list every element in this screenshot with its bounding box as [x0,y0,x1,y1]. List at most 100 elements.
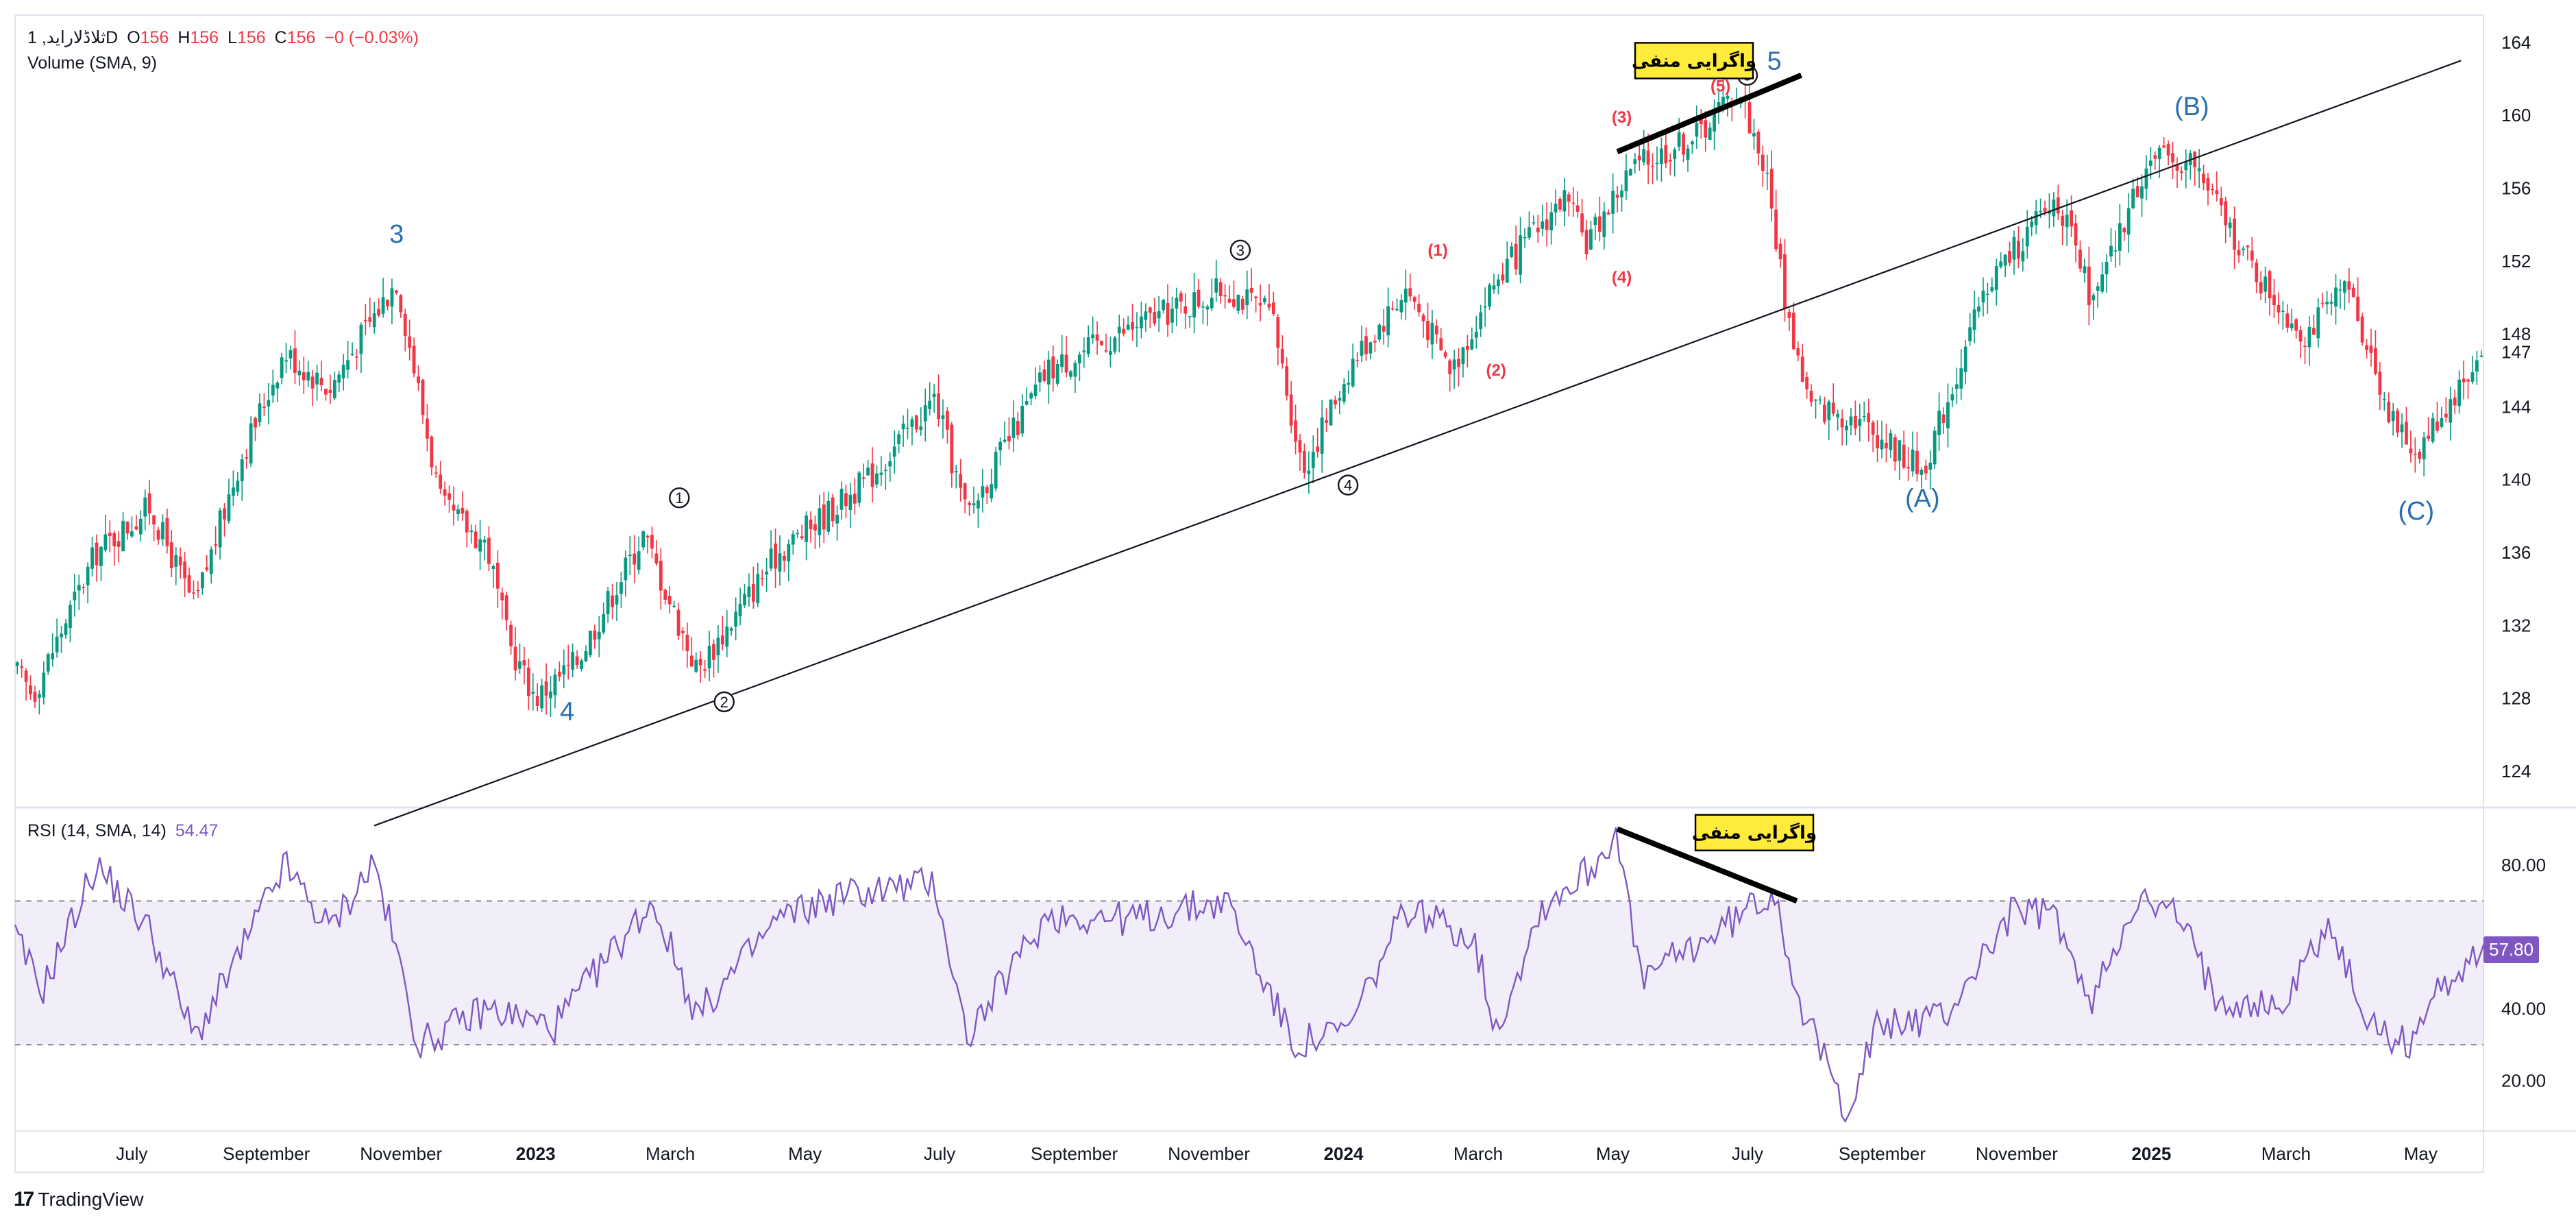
candle-body [1584,230,1588,254]
candle-body [1011,417,1016,438]
time-axis[interactable]: July September November 2023 March May July Sep… [116,1143,2438,1164]
candle-body [482,539,487,543]
candle-body [1791,313,1795,350]
time-tick-label: July [116,1143,147,1164]
candle-body [977,500,980,509]
candle-body [1919,470,1924,475]
candle-body [1227,298,1231,303]
rsi-legend[interactable]: RSI (14, SMA, 14) 54.47 [27,821,222,841]
candle-body [818,508,822,535]
candle-body [2444,413,2448,418]
candle-body [1214,278,1218,293]
candle-body [2219,197,2223,206]
candle-body [1562,190,1567,212]
price-axis[interactable]: 124 128 132 136 140 144 148 152 156 160 164 147 [2501,32,2531,781]
candle-body [2365,345,2368,350]
candle-body [1981,291,1985,303]
candle-body [1334,400,1337,405]
time-tick-label: 2023 [516,1143,556,1164]
candle-body [1783,254,1787,308]
time-tick-label: July [924,1143,955,1164]
rsi-pane[interactable]: واگرایی منفی [14,814,2485,1123]
candle-body [2175,165,2179,171]
candle-body [372,313,376,328]
wave-circle-marker [1229,239,1251,261]
divergence-annotation-box [1634,42,1754,80]
candle-body [1373,341,1377,343]
candle-body [1342,384,1346,402]
candle-body [165,518,169,546]
candle-body [1086,337,1090,354]
candle-body [1642,149,1646,162]
candle-body [2422,437,2426,459]
price-tick-label: 144 [2501,396,2531,417]
candle-body [1977,306,1980,312]
rsi-divergence-annotation-box [1694,814,1815,851]
high-value: 156 [190,28,219,47]
candle-body [399,295,403,313]
rsi-axis[interactable]: 20.00 40.00 80.00 [2501,855,2546,1091]
candle-body [245,457,249,459]
candle-body [421,380,425,415]
tradingview-footer[interactable]: 17 TradingView [14,1188,143,1211]
candle-body [77,585,81,591]
candle-body [2268,271,2272,299]
candle-body [1280,349,1284,364]
candle-body [659,560,663,591]
candle-body [681,631,685,633]
candle-body [1316,446,1320,452]
wave-circle-marker [669,487,690,509]
candle-body [544,681,548,696]
candle-body [1271,302,1275,315]
candle-body [791,533,795,545]
candle-body [945,411,949,430]
open-label: O [127,28,140,47]
time-tick-label: March [2261,1143,2311,1164]
candle-body [1898,440,1902,461]
candle-body [1501,274,1505,281]
candle-body [1417,304,1421,313]
candle-body [2405,422,2408,445]
candle-body [778,553,782,572]
candle-body [646,535,650,538]
candle-body [1320,417,1324,454]
candle-body [2105,261,2109,275]
candle-body [892,446,896,457]
candle-body [1474,331,1478,338]
candle-body [328,389,332,393]
candle-body [518,661,522,669]
candle-body [178,556,182,566]
rsi-tick-label: 20.00 [2501,1071,2546,1091]
high-label: H [177,28,191,47]
candle-body [1201,306,1205,308]
candle-body [99,546,103,566]
price-tick-label: 132 [2501,615,2531,635]
candle-body [2307,326,2311,348]
candle-body [1664,145,1668,164]
candle-body [1915,450,1919,474]
candle-body [315,372,319,385]
candle-body [209,549,213,574]
candle-body [2228,222,2232,228]
candle-body [1963,346,1967,372]
symbol-label[interactable]: 1 ,ثلاڈلار‌ایدD [27,28,119,47]
candle-body [597,631,601,640]
candle-body [1461,347,1465,365]
candle-body [734,611,738,627]
candle-body [1382,326,1386,332]
candle-body [240,459,244,482]
candle-body [434,472,438,474]
candle-body [381,297,385,314]
candle-body [588,631,592,655]
candle-body [200,572,204,589]
volume-legend[interactable]: Volume (SMA, 9) [27,53,161,73]
candle-body [1197,289,1201,307]
candle-body [637,551,641,570]
price-tick-label: 156 [2501,178,2531,198]
candle-body [667,596,672,605]
rsi-label[interactable]: RSI (14, SMA, 14) [27,821,167,840]
candle-body [2237,250,2241,256]
volume-label[interactable]: Volume (SMA, 9) [27,53,157,73]
candle-body [1492,285,1496,290]
